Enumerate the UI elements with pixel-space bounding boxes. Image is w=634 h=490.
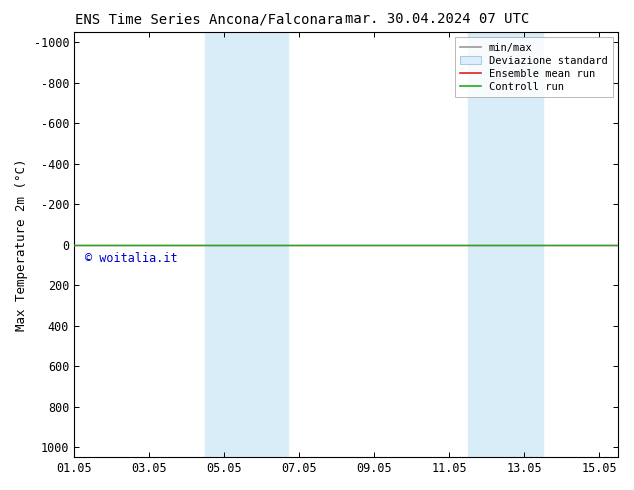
Text: © woitalia.it: © woitalia.it — [86, 252, 178, 265]
Legend: min/max, Deviazione standard, Ensemble mean run, Controll run: min/max, Deviazione standard, Ensemble m… — [455, 37, 613, 97]
Y-axis label: Max Temperature 2m (°C): Max Temperature 2m (°C) — [15, 158, 28, 331]
Bar — [468, 32, 543, 457]
Bar — [205, 32, 288, 457]
Text: mar. 30.04.2024 07 UTC: mar. 30.04.2024 07 UTC — [346, 12, 529, 26]
Text: ENS Time Series Ancona/Falconara: ENS Time Series Ancona/Falconara — [75, 12, 343, 26]
